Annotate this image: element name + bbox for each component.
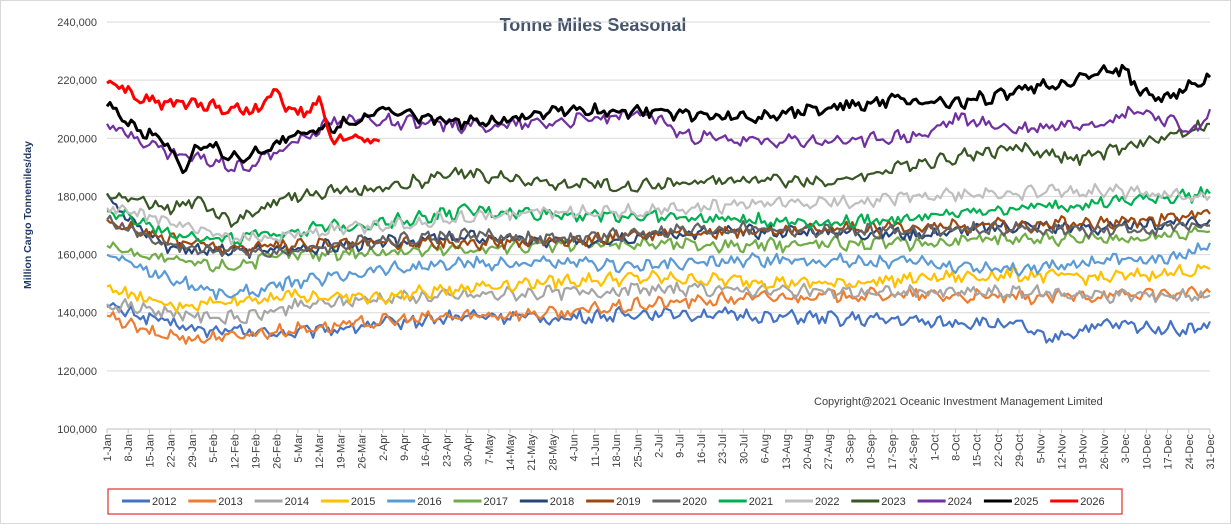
series-line-2014	[106, 281, 1211, 325]
legend-label-2013: 2013	[218, 496, 242, 508]
x-tick-label: 26-Mar	[357, 434, 369, 469]
legend-label-2017: 2017	[484, 496, 508, 508]
y-tick-label: 220,000	[57, 75, 97, 87]
x-tick-layer: 1-Jan 8-Jan 15-Jan 22-Jan 29-Jan 5-Feb 12-Feb 1…	[102, 429, 1217, 471]
x-tick-label: 22-Jan	[166, 434, 178, 468]
series-line-2021	[106, 186, 1211, 246]
x-tick-label: 5-Feb	[208, 434, 220, 463]
y-tick-label: 160,000	[57, 250, 97, 262]
y-axis-label: Million Cargo Tonnemiles/day	[22, 141, 34, 289]
x-tick-label: 3-Dec	[1120, 434, 1132, 464]
series-line-2012	[106, 302, 1212, 344]
series-layer	[105, 63, 1212, 345]
x-tick-label: 23-Jul	[717, 434, 729, 464]
legend-label-2023: 2023	[881, 496, 905, 508]
series-line-2022	[106, 182, 1211, 246]
x-tick-label: 26-Nov	[1099, 434, 1111, 470]
x-tick-label: 24-Dec	[1184, 434, 1196, 470]
series-line-2026	[106, 79, 381, 146]
x-tick-label: 17-Sep	[887, 434, 899, 469]
legend-label-2019: 2019	[616, 496, 640, 508]
legend-label-2018: 2018	[550, 496, 574, 508]
x-tick-label: 18-Jun	[611, 434, 623, 468]
y-tick-layer: 100,000 120,000 140,000 160,000 180,000 200,0…	[57, 17, 97, 436]
copyright-annotation: Copyright@2021 Oceanic Investment Manage…	[814, 396, 1103, 408]
x-tick-label: 12-Feb	[229, 434, 241, 469]
legend-box	[107, 488, 1123, 515]
x-tick-label: 10-Dec	[1141, 434, 1153, 470]
series-line-2019	[106, 209, 1211, 256]
x-tick-label: 17-Dec	[1163, 434, 1175, 470]
x-tick-label: 5-Nov	[1035, 434, 1047, 464]
x-tick-label: 11-Jun	[590, 434, 602, 467]
legend-label-2021: 2021	[749, 496, 773, 508]
x-tick-label: 30-Apr	[463, 434, 475, 467]
y-tick-label: 100,000	[57, 424, 97, 436]
series-line-2013	[106, 285, 1211, 345]
legend: 2012 2013 2014 2015 2016 2017 2018 2019 2020 2021…	[122, 496, 1105, 508]
series-line-2024	[106, 105, 1212, 173]
series-line-2015	[106, 263, 1211, 313]
x-tick-label: 27-Aug	[823, 434, 835, 469]
series-line-2023	[106, 119, 1211, 228]
x-tick-label: 15-Oct	[972, 434, 984, 467]
x-tick-label: 24-Sep	[908, 434, 920, 469]
y-tick-label: 140,000	[57, 308, 97, 320]
x-tick-label: 2-Jul	[654, 434, 666, 458]
legend-label-2024: 2024	[948, 496, 972, 508]
x-tick-label: 1-Jan	[102, 434, 114, 462]
x-tick-label: 8-Jan	[123, 434, 135, 462]
x-tick-label: 5-Mar	[293, 434, 305, 463]
x-tick-label: 8-Oct	[950, 434, 962, 461]
series-line-2020	[106, 214, 1211, 258]
x-tick-label: 10-Sep	[866, 434, 878, 469]
legend-label-2025: 2025	[1014, 496, 1038, 508]
x-tick-label: 26-Feb	[272, 434, 284, 469]
x-tick-label: 20-Aug	[802, 434, 814, 469]
legend-label-2012: 2012	[152, 496, 176, 508]
x-tick-label: 15-Jan	[144, 434, 156, 468]
legend-label-2026: 2026	[1080, 496, 1104, 508]
x-tick-label: 9-Jul	[675, 434, 687, 458]
y-tick-label: 120,000	[57, 366, 97, 378]
x-tick-label: 12-Nov	[1057, 434, 1069, 470]
y-tick-label: 200,000	[57, 133, 97, 145]
series-line-2025	[105, 63, 1212, 175]
x-tick-label: 19-Mar	[335, 434, 347, 469]
x-tick-label: 29-Oct	[1014, 434, 1026, 467]
legend-label-2015: 2015	[351, 496, 375, 508]
legend-label-2016: 2016	[417, 496, 441, 508]
x-tick-label: 13-Aug	[781, 434, 793, 469]
legend-label-2020: 2020	[682, 496, 706, 508]
legend-label-2022: 2022	[815, 496, 839, 508]
x-tick-label: 22-Oct	[993, 434, 1005, 467]
x-tick-label: 4-Jun	[569, 434, 581, 462]
x-tick-label: 19-Feb	[250, 434, 262, 469]
x-tick-label: 21-May	[526, 434, 538, 471]
chart-title: Tonne Miles Seasonal	[500, 15, 687, 35]
x-tick-label: 14-May	[505, 434, 517, 471]
x-tick-label: 29-Jan	[187, 434, 199, 468]
y-tick-label: 240,000	[57, 17, 97, 29]
legend-label-2014: 2014	[285, 496, 309, 508]
x-tick-label: 2-Apr	[378, 434, 390, 461]
series-line-2016	[106, 242, 1212, 301]
x-tick-label: 16-Apr	[420, 434, 432, 467]
x-tick-label: 9-Apr	[399, 434, 411, 461]
x-tick-label: 31-Dec	[1205, 434, 1217, 470]
x-tick-label: 7-May	[484, 434, 496, 465]
x-tick-label: 25-Jun	[632, 434, 644, 468]
y-tick-label: 180,000	[57, 191, 97, 203]
x-tick-label: 28-May	[547, 434, 559, 471]
x-tick-label: 23-Apr	[441, 434, 453, 467]
x-tick-label: 12-Mar	[314, 434, 326, 469]
x-tick-label: 3-Sep	[844, 434, 856, 463]
x-tick-label: 19-Nov	[1078, 434, 1090, 470]
x-tick-label: 30-Jul	[738, 434, 750, 464]
x-tick-label: 6-Aug	[760, 434, 772, 463]
x-tick-label: 16-Jul	[696, 434, 708, 464]
x-tick-label: 1-Oct	[929, 434, 941, 461]
